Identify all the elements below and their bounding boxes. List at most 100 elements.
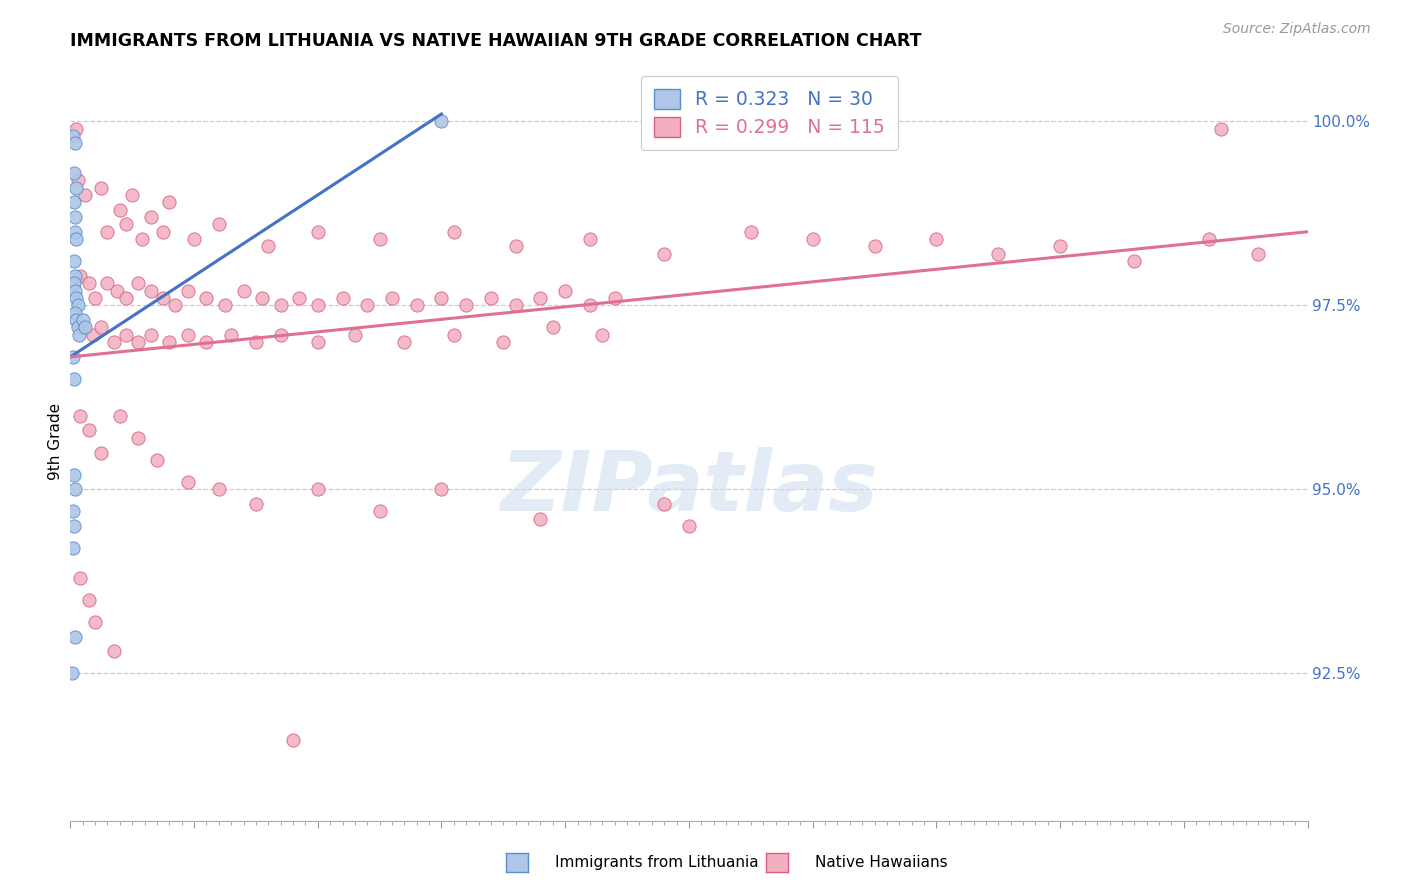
Point <box>925 232 948 246</box>
Point <box>430 114 453 128</box>
Point <box>115 327 138 342</box>
Point <box>368 232 391 246</box>
Point <box>127 335 149 350</box>
Text: Source: ZipAtlas.com: Source: ZipAtlas.com <box>1223 22 1371 37</box>
Point <box>863 239 886 253</box>
Point <box>146 453 169 467</box>
Point <box>430 291 453 305</box>
Point <box>208 483 231 497</box>
Point <box>443 225 465 239</box>
Point <box>65 291 87 305</box>
Point <box>63 519 86 533</box>
Point <box>139 284 162 298</box>
Point <box>368 504 391 518</box>
Text: Native Hawaiians: Native Hawaiians <box>815 855 948 870</box>
Point <box>195 335 218 350</box>
Point <box>69 409 91 423</box>
Point <box>157 335 180 350</box>
Point <box>165 298 187 312</box>
Point <box>554 284 576 298</box>
Point <box>121 188 143 202</box>
Point <box>69 268 91 283</box>
Text: ZIPatlas: ZIPatlas <box>501 447 877 527</box>
Point <box>90 320 112 334</box>
Point <box>65 483 87 497</box>
Point <box>245 335 267 350</box>
Point <box>65 313 87 327</box>
Point <box>1049 239 1071 253</box>
Point <box>63 372 86 386</box>
Point <box>195 291 218 305</box>
Point <box>183 232 205 246</box>
Point <box>281 732 304 747</box>
Point <box>740 225 762 239</box>
Point <box>152 291 174 305</box>
Point <box>103 644 125 658</box>
Point <box>257 239 280 253</box>
Point <box>270 298 292 312</box>
Point <box>177 327 200 342</box>
Point <box>66 298 89 312</box>
Y-axis label: 9th Grade: 9th Grade <box>48 403 63 480</box>
Point <box>105 284 128 298</box>
Point <box>529 291 551 305</box>
Point <box>307 225 329 239</box>
Point <box>394 335 416 350</box>
Point <box>65 268 87 283</box>
Point <box>157 195 180 210</box>
Point <box>62 129 84 144</box>
Point <box>96 277 118 291</box>
Point <box>69 571 91 585</box>
Point <box>139 210 162 224</box>
Point <box>270 327 292 342</box>
Point <box>208 218 231 232</box>
Point <box>343 327 366 342</box>
Point <box>65 232 87 246</box>
Point <box>65 630 87 644</box>
Point <box>443 327 465 342</box>
Point <box>77 277 100 291</box>
Point <box>65 284 87 298</box>
Point <box>245 497 267 511</box>
Text: IMMIGRANTS FROM LITHUANIA VS NATIVE HAWAIIAN 9TH GRADE CORRELATION CHART: IMMIGRANTS FROM LITHUANIA VS NATIVE HAWA… <box>70 32 922 50</box>
Point <box>1247 247 1270 261</box>
Point <box>84 291 107 305</box>
Point <box>232 284 254 298</box>
Point <box>108 202 131 217</box>
Point <box>801 232 824 246</box>
Point <box>541 320 564 334</box>
Point <box>1123 254 1146 268</box>
Point <box>219 327 242 342</box>
Point <box>63 467 86 482</box>
Point <box>65 225 87 239</box>
Point <box>65 210 87 224</box>
Point <box>72 320 94 334</box>
Point <box>152 225 174 239</box>
Point <box>67 327 90 342</box>
Point <box>82 327 104 342</box>
Point <box>987 247 1010 261</box>
Point <box>579 232 602 246</box>
Point <box>678 519 700 533</box>
Point <box>108 409 131 423</box>
Point <box>62 504 84 518</box>
Legend: R = 0.323   N = 30, R = 0.299   N = 115: R = 0.323 N = 30, R = 0.299 N = 115 <box>641 76 898 151</box>
Point <box>139 327 162 342</box>
Point <box>127 431 149 445</box>
Point <box>177 475 200 489</box>
Point <box>603 291 626 305</box>
Point <box>60 666 83 681</box>
Point <box>214 298 236 312</box>
Point <box>66 320 89 334</box>
Point <box>77 424 100 438</box>
Point <box>75 188 97 202</box>
Point <box>430 483 453 497</box>
Point <box>678 121 700 136</box>
Point <box>1209 121 1232 136</box>
Point <box>65 136 87 151</box>
Point <box>505 298 527 312</box>
Point <box>62 541 84 556</box>
Point <box>127 277 149 291</box>
Point <box>65 306 87 320</box>
Point <box>591 327 613 342</box>
